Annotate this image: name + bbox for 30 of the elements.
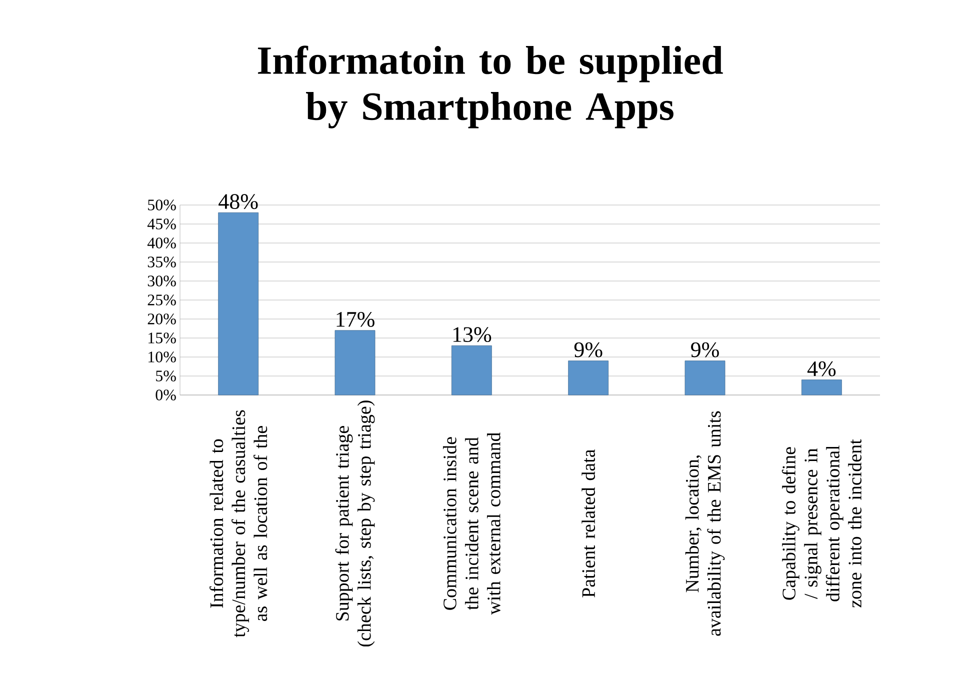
y-tick-label: 5%	[156, 370, 176, 382]
y-tick-label: 40%	[147, 238, 176, 248]
y-tick-label: 35%	[148, 256, 176, 268]
y-tick-label: 50%	[148, 200, 176, 210]
x-tick-label: Communication inside the incident scene and with external command	[442, 432, 500, 615]
bar	[568, 360, 609, 396]
x-tick-label: Information related to type/number of the casualties as well as location of the	[210, 410, 268, 638]
data-label: 48%	[218, 194, 258, 210]
data-label: 17%	[336, 312, 374, 327]
x-tick-label: Capability to define / signal presence in different operational zone into the incident	[782, 439, 862, 608]
bar	[451, 345, 492, 396]
y-tick-label: 10%	[148, 352, 176, 362]
chart-title: Informatoin to be supplied by Smartphone Apps	[258, 46, 723, 128]
data-label: 4%	[807, 361, 836, 376]
bar	[684, 360, 726, 396]
y-tick-label: 30%	[148, 276, 176, 286]
x-tick-label: Number, location, availability of the EMS units	[685, 411, 725, 636]
bar	[801, 380, 842, 396]
data-label: 9%	[574, 342, 602, 358]
y-tick-label: 0%	[156, 390, 176, 400]
x-tick-label: Support for patient triage (check lists, step by step triage)	[335, 400, 375, 646]
bar	[334, 330, 376, 396]
y-tick-label: 20%	[148, 314, 176, 324]
y-tick-label: 45%	[147, 218, 176, 230]
bar	[218, 212, 259, 396]
y-tick-label: 15%	[148, 332, 176, 344]
y-tick-label: 25%	[148, 294, 176, 306]
data-label: 13%	[453, 327, 492, 342]
x-tick-label: Patient related data	[582, 449, 596, 598]
data-label: 9%	[691, 342, 719, 358]
